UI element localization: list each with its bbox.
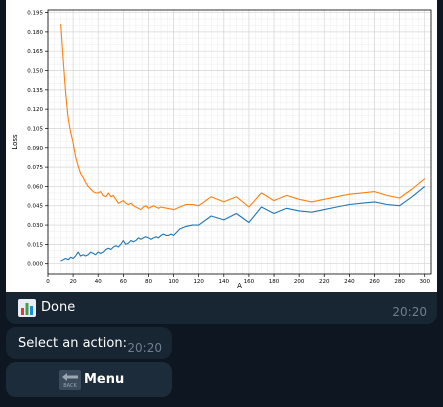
y-tick-label: 0.120 bbox=[27, 107, 43, 113]
y-tick-label: 0.045 bbox=[27, 204, 43, 210]
x-tick-label: 280 bbox=[394, 279, 405, 285]
x-tick-label: 100 bbox=[168, 279, 179, 285]
y-tick-label: 0.165 bbox=[27, 49, 43, 55]
menu-button-label: Menu bbox=[84, 372, 125, 387]
x-tick-label: 0 bbox=[46, 279, 50, 285]
y-tick-label: 0.150 bbox=[27, 69, 43, 75]
back-icon-text: BACK bbox=[63, 383, 77, 389]
caption-text: Done bbox=[41, 300, 76, 315]
x-tick-label: 80 bbox=[145, 279, 152, 285]
series-line-2 bbox=[60, 24, 426, 211]
y-tick-label: 0.105 bbox=[27, 126, 43, 132]
x-tick-label: 200 bbox=[294, 279, 305, 285]
message-timestamp: 20:20 bbox=[392, 305, 427, 319]
y-axis-ticks: 0.000 0.015 0.030 0.045 0.060 0.075 0.090 0.105… bbox=[27, 11, 48, 268]
major-grid bbox=[47, 10, 431, 274]
message-timestamp: 20:20 bbox=[127, 341, 162, 355]
series-line-1 bbox=[60, 185, 426, 262]
chart-photo-message[interactable]: 0 20 40 60 80 100 120 140 160 180 200 220 240 260 280 3… bbox=[6, 0, 437, 324]
x-axis-ticks: 0 20 40 60 80 100 120 140 160 180 200 220 240 260 280 3… bbox=[46, 274, 430, 285]
y-tick-label: 0.195 bbox=[27, 11, 43, 17]
x-tick-label: 60 bbox=[120, 279, 127, 285]
plot-frame bbox=[47, 9, 432, 275]
y-tick-label: 0.015 bbox=[27, 242, 43, 248]
x-tick-label: 260 bbox=[369, 279, 380, 285]
y-tick-label: 0.060 bbox=[27, 184, 43, 190]
x-tick-label: 180 bbox=[269, 279, 280, 285]
x-tick-label: 20 bbox=[70, 279, 77, 285]
x-tick-label: 160 bbox=[244, 279, 255, 285]
x-axis-label: A bbox=[237, 282, 242, 290]
loss-chart-image[interactable]: 0 20 40 60 80 100 120 140 160 180 200 220 240 260 280 3… bbox=[6, 0, 437, 292]
y-tick-label: 0.075 bbox=[27, 165, 43, 171]
loss-chart: 0 20 40 60 80 100 120 140 160 180 200 220 240 260 280 3… bbox=[6, 0, 437, 292]
x-tick-label: 140 bbox=[219, 279, 230, 285]
x-tick-label: 300 bbox=[419, 279, 430, 285]
series-layer bbox=[60, 24, 426, 262]
y-tick-label: 0.135 bbox=[27, 88, 43, 94]
message-text: Select an action: bbox=[18, 336, 127, 351]
y-tick-label: 0.090 bbox=[27, 146, 43, 152]
plot-area bbox=[48, 10, 431, 274]
y-tick-label: 0.000 bbox=[27, 262, 43, 268]
x-tick-label: 40 bbox=[95, 279, 102, 285]
y-tick-label: 0.030 bbox=[27, 223, 43, 229]
y-tick-label: 0.180 bbox=[27, 30, 43, 36]
back-arrow-icon: BACK bbox=[59, 370, 81, 390]
photo-caption: Done 20:20 bbox=[6, 292, 437, 324]
select-action-message: Select an action: 20:20 bbox=[6, 327, 172, 359]
x-tick-label: 240 bbox=[344, 279, 355, 285]
bar-chart-emoji-icon bbox=[18, 299, 36, 317]
x-tick-label: 120 bbox=[193, 279, 204, 285]
x-tick-label: 220 bbox=[319, 279, 330, 285]
y-axis-label: Loss bbox=[11, 134, 19, 150]
menu-button[interactable]: BACK Menu bbox=[6, 362, 172, 397]
